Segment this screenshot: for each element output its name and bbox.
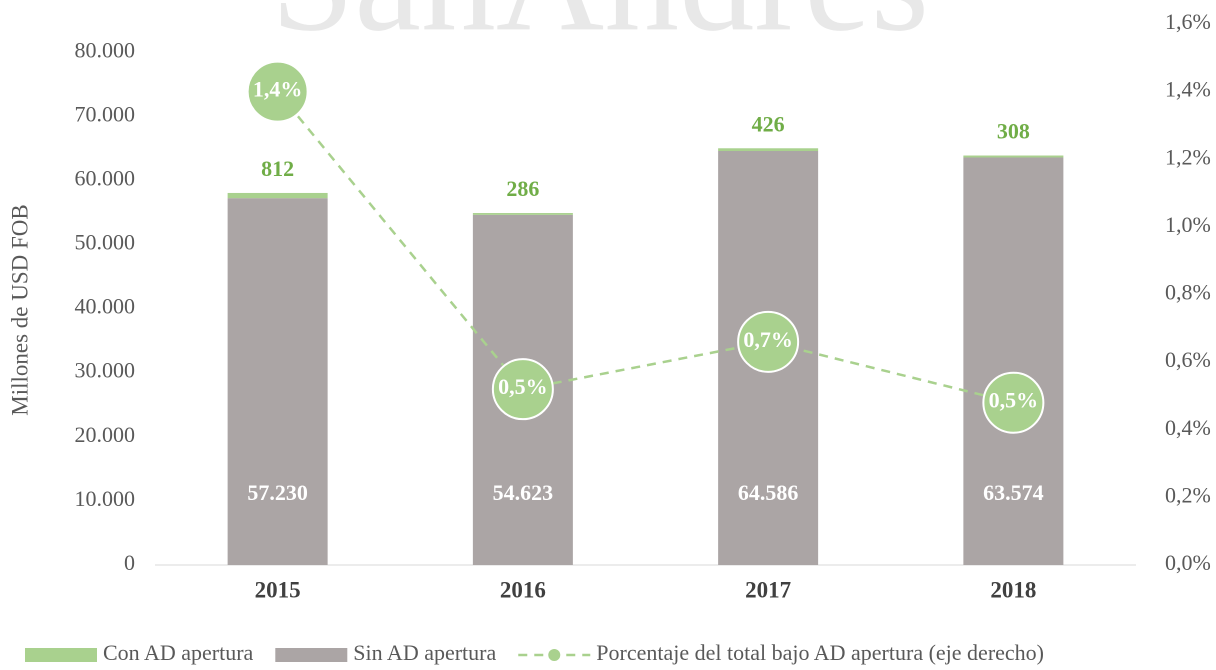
legend-swatch [25, 648, 97, 662]
bar [227, 192, 328, 199]
data-label: 308 [997, 119, 1030, 144]
y2-tick-label: 0,6% [1165, 347, 1211, 372]
y2-tick-label: 0,8% [1165, 280, 1211, 305]
data-label: 0,7% [743, 327, 793, 352]
legend-label: Porcentaje del total bajo AD apertura (e… [596, 640, 1044, 665]
x-tick-label: 2015 [255, 577, 301, 602]
bar [227, 198, 328, 565]
data-label: 64.586 [738, 480, 799, 505]
y-tick-label: 60.000 [75, 165, 136, 190]
x-tick-label: 2017 [745, 577, 791, 602]
line [276, 90, 1014, 404]
y-tick-label: 50.000 [75, 230, 136, 255]
data-label: 286 [506, 176, 539, 201]
y2-tick-label: 1,0% [1165, 212, 1211, 237]
bar [472, 213, 573, 215]
y-tick-label: 10.000 [75, 486, 136, 511]
data-label: 0,5% [989, 388, 1039, 413]
y2-tick-label: 1,4% [1165, 77, 1211, 102]
legend-swatch [548, 649, 561, 661]
y2-tick-label: 0,2% [1165, 482, 1211, 507]
y-tick-label: 0 [124, 550, 135, 575]
legend-label: Sin AD apertura [353, 640, 496, 665]
data-label: 54.623 [493, 480, 554, 505]
data-label: 812 [261, 156, 294, 181]
line-point [982, 371, 1045, 434]
y2-tick-label: 0,0% [1165, 550, 1211, 575]
y2-tick-label: 1,2% [1165, 144, 1211, 169]
legend-label: Con AD apertura [103, 640, 254, 665]
x-tick-label: 2016 [500, 577, 546, 602]
x-tick-label: 2018 [990, 577, 1036, 602]
data-label: 426 [752, 111, 785, 136]
watermark: SanAndres [271, 0, 929, 62]
y-tick-label: 30.000 [75, 358, 136, 383]
y2-tick-label: 1,6% [1165, 9, 1211, 34]
line-point [246, 60, 309, 123]
y-axis-title: Millones de USD FOB [7, 204, 32, 416]
data-label: 0,5% [498, 374, 548, 399]
bar [963, 157, 1064, 566]
bar [718, 148, 819, 152]
bar [963, 155, 1064, 158]
y-tick-label: 70.000 [75, 101, 136, 126]
line-point [737, 310, 800, 373]
data-label: 63.574 [983, 480, 1044, 505]
data-label: 1,4% [253, 77, 303, 102]
y-tick-label: 20.000 [75, 422, 136, 447]
y-tick-label: 40.000 [75, 294, 136, 319]
legend-swatch [275, 648, 348, 662]
y-tick-label: 80.000 [75, 37, 136, 62]
data-label: 57.230 [247, 480, 308, 505]
y2-tick-label: 0,4% [1165, 415, 1211, 440]
line-point [491, 358, 554, 421]
